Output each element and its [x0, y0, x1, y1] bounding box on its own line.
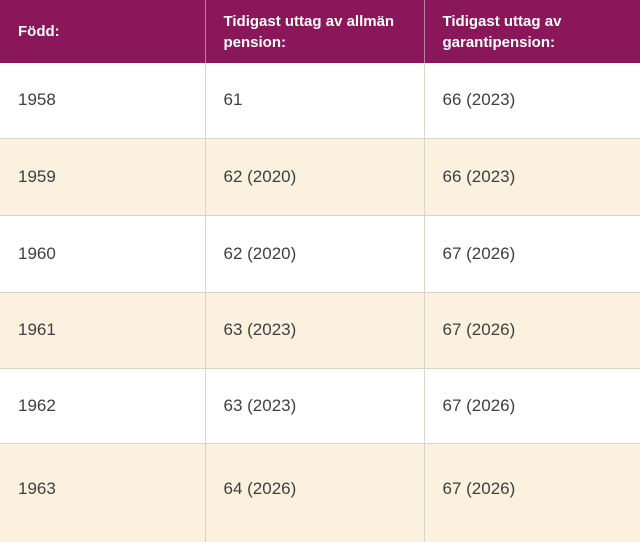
table-row: 1962 63 (2023) 67 (2026): [0, 367, 640, 443]
cell-born-year: 1960: [0, 214, 205, 292]
cell-guarantee-pension-age: 66 (2023): [423, 137, 640, 215]
table-row: 1958 61 66 (2023): [0, 63, 640, 138]
cell-born-year: 1959: [0, 137, 205, 215]
table-row: 1959 62 (2020) 66 (2023): [0, 137, 640, 215]
cell-born-year: 1962: [0, 367, 205, 443]
column-header-born-year: Född:: [0, 0, 205, 63]
cell-public-pension-age: 62 (2020): [204, 137, 424, 215]
cell-guarantee-pension-age: 67 (2026): [423, 442, 640, 542]
cell-guarantee-pension-age: 67 (2026): [423, 291, 640, 368]
cell-born-year: 1963: [0, 442, 205, 542]
cell-guarantee-pension-age: 67 (2026): [423, 367, 640, 443]
table-row: 1960 62 (2020) 67 (2026): [0, 214, 640, 292]
cell-born-year: 1958: [0, 63, 205, 138]
cell-public-pension-age: 64 (2026): [204, 442, 424, 542]
cell-guarantee-pension-age: 66 (2023): [423, 63, 640, 138]
column-header-earliest-public-pension: Tidigast uttag av allmän pension:: [204, 0, 424, 63]
table-row: 1961 63 (2023) 67 (2026): [0, 291, 640, 368]
cell-guarantee-pension-age: 67 (2026): [423, 214, 640, 292]
cell-born-year: 1961: [0, 291, 205, 368]
cell-public-pension-age: 63 (2023): [204, 367, 424, 443]
table-row: 1963 64 (2026) 67 (2026): [0, 442, 640, 542]
cell-public-pension-age: 61: [204, 63, 424, 138]
cell-public-pension-age: 62 (2020): [204, 214, 424, 292]
table-header-row: Född: Tidigast uttag av allmän pension: …: [0, 0, 640, 63]
column-header-earliest-guarantee-pension: Tidigast uttag av garantipension:: [423, 0, 640, 63]
cell-public-pension-age: 63 (2023): [204, 291, 424, 368]
